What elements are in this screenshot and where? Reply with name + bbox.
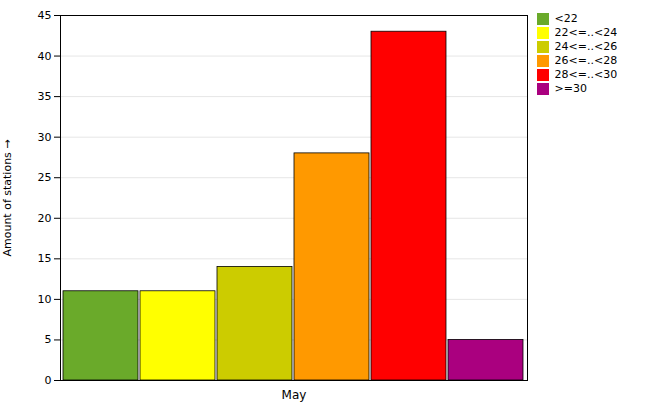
svg-text:45: 45 <box>38 9 52 22</box>
html-text:<22: <22 <box>554 12 578 25</box>
svg-text:35: 35 <box>38 90 52 103</box>
svg-text:25: 25 <box>38 171 52 184</box>
svg-text:Amount of stations →: Amount of stations → <box>1 139 14 256</box>
html-text:>=30: >=30 <box>554 82 587 95</box>
html-text:24<=..<26: 24<=..<26 <box>554 40 618 53</box>
svg-text:20: 20 <box>38 212 52 225</box>
svg-text:30: 30 <box>38 131 52 144</box>
svg-text:40: 40 <box>38 50 52 63</box>
html-text:28<=..<30: 28<=..<30 <box>554 68 618 81</box>
svg-text:10: 10 <box>38 293 52 306</box>
svg-text:0: 0 <box>45 374 52 387</box>
html-text:22<=..<24: 22<=..<24 <box>554 26 618 39</box>
svg-text:15: 15 <box>38 252 52 265</box>
html-text:26<=..<28: 26<=..<28 <box>554 54 618 67</box>
svg-text:5: 5 <box>45 333 52 346</box>
svg-text:May: May <box>282 388 307 402</box>
